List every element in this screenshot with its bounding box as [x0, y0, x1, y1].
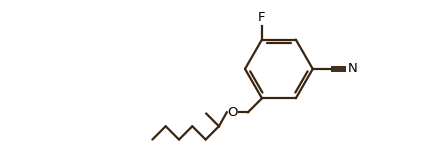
Text: O: O — [227, 106, 238, 119]
Text: F: F — [258, 11, 266, 24]
Text: N: N — [348, 62, 357, 75]
